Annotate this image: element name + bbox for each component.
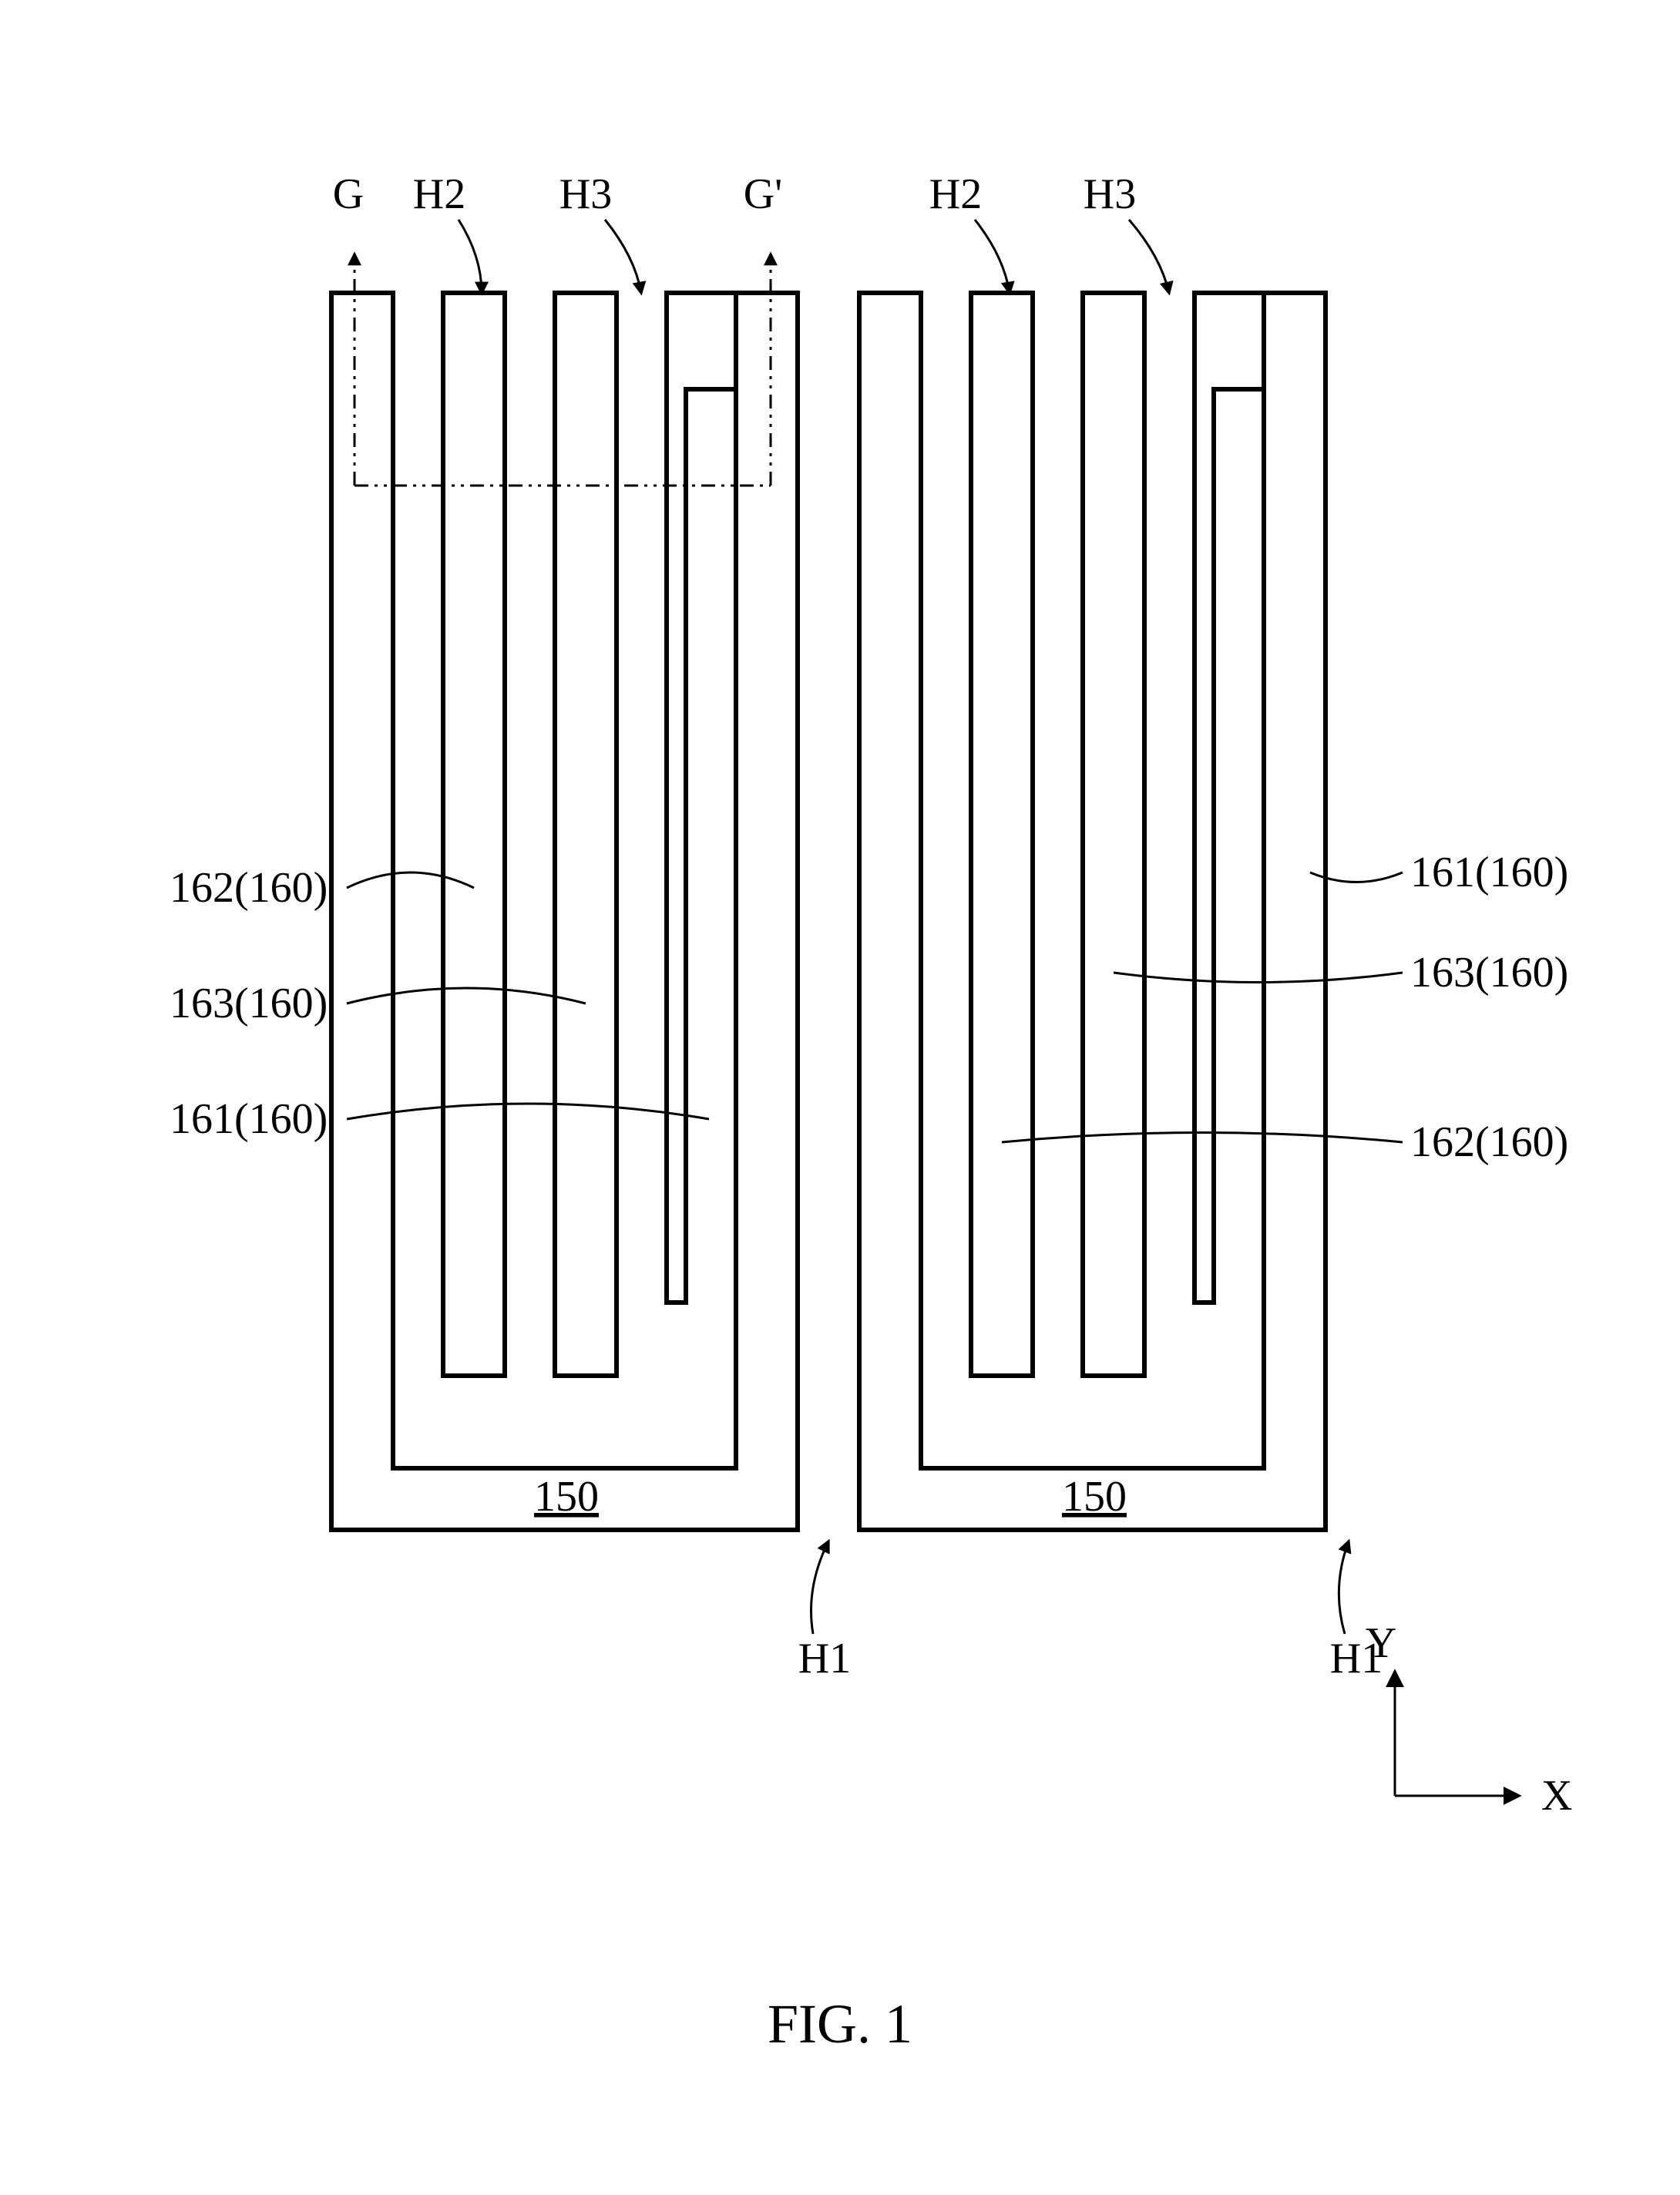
label-H3-right-leader (1129, 220, 1169, 293)
label-H3-left: H3 (559, 170, 612, 218)
diagram-svg: GG'H2H3H2H3H1H1150150162(160)163(160)161… (0, 0, 1680, 2195)
label-162-left: 162(160) (170, 864, 328, 912)
right-finger-163 (1083, 293, 1144, 1376)
right-U (859, 293, 1326, 1530)
section-line-layer (354, 254, 771, 486)
label-H2-left: H2 (413, 170, 465, 218)
label-161-right: 161(160) (1410, 849, 1568, 896)
left-finger-162 (443, 293, 505, 1376)
label-163-right-leader (1114, 973, 1403, 983)
label-150-left: 150 (534, 1473, 599, 1521)
caption-layer: FIG. 1 (768, 1993, 912, 2055)
label-H3-right: H3 (1084, 170, 1136, 218)
label-H1-right-leader (1339, 1541, 1349, 1634)
label-162-right: 162(160) (1410, 1118, 1568, 1166)
axis-x-label: X (1541, 1772, 1572, 1820)
axis-y-label: Y (1366, 1619, 1396, 1667)
figure-caption: FIG. 1 (768, 1993, 912, 2055)
left-inner-161 (667, 293, 736, 1303)
label-H3-left-leader (605, 220, 641, 293)
label-H2-left-leader (459, 220, 482, 293)
label-162-left-leader (347, 872, 474, 888)
label-161-left-leader (347, 1104, 709, 1119)
label-H2-right: H2 (929, 170, 982, 218)
label-162-right-leader (1002, 1133, 1403, 1143)
labels-layer: GG'H2H3H2H3H1H1150150162(160)163(160)161… (170, 170, 1568, 1682)
axes-layer: XY (1366, 1619, 1573, 1820)
label-Gprime: G' (744, 170, 783, 218)
right-inner-161 (1194, 293, 1264, 1303)
label-G: G (333, 170, 364, 218)
right-finger-162 (971, 293, 1033, 1376)
label-H2-right-leader (975, 220, 1010, 293)
left-U (331, 293, 798, 1530)
label-163-left-leader (347, 988, 586, 1003)
label-H1-left-leader (811, 1541, 829, 1634)
shapes-layer (331, 293, 1326, 1530)
label-150-right: 150 (1062, 1473, 1127, 1521)
label-H1-left: H1 (798, 1635, 851, 1682)
left-finger-163 (555, 293, 617, 1376)
label-161-left: 161(160) (170, 1095, 328, 1143)
label-163-right: 163(160) (1410, 949, 1568, 997)
figure-page: GG'H2H3H2H3H1H1150150162(160)163(160)161… (0, 0, 1680, 2195)
label-163-left: 163(160) (170, 980, 328, 1027)
